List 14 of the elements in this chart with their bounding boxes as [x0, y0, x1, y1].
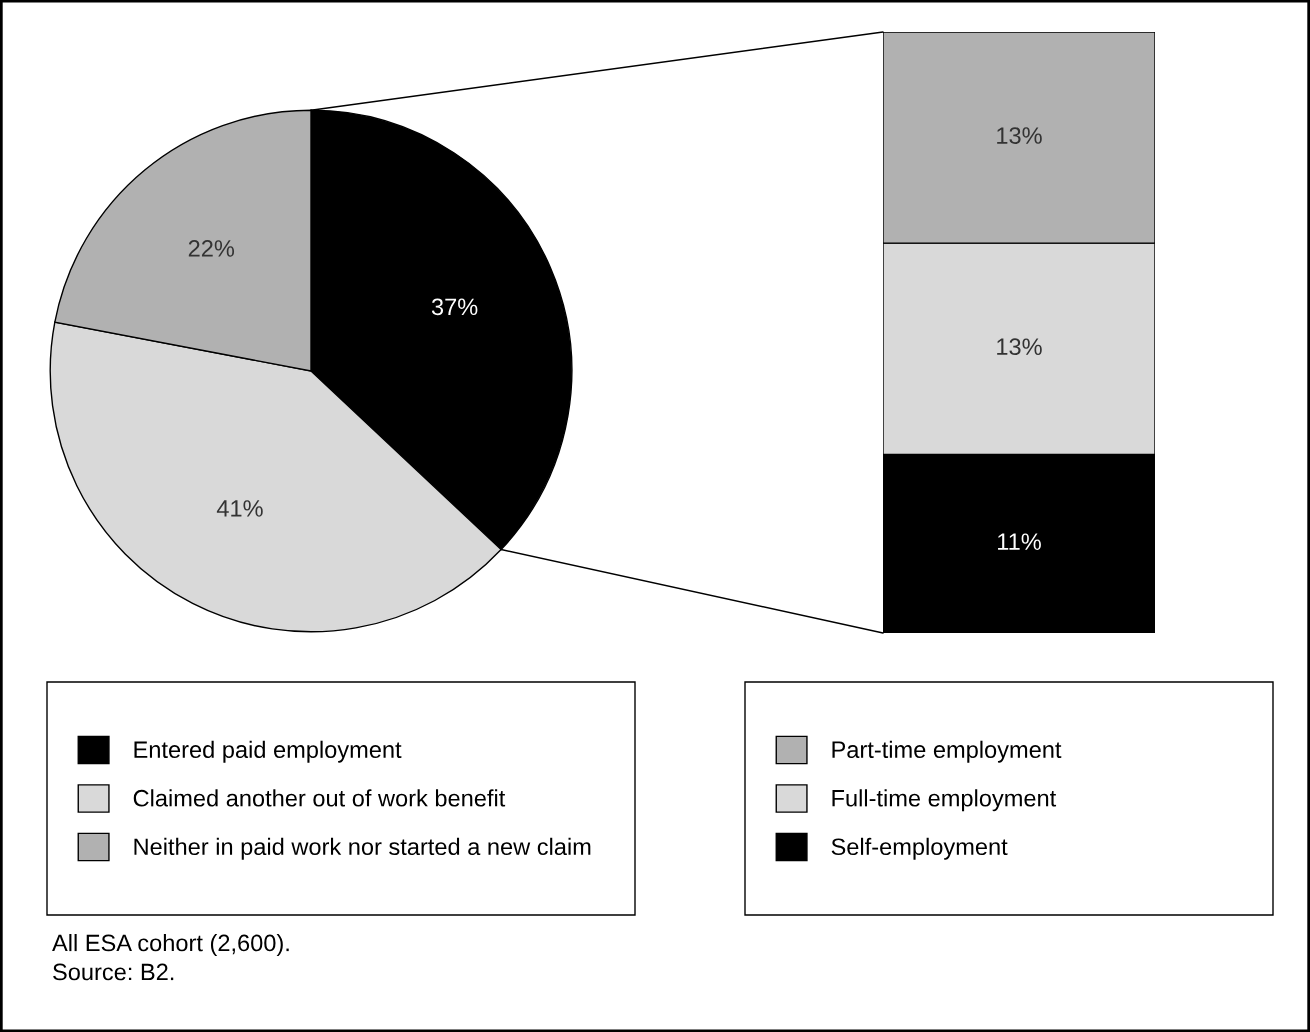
legend-label: Neither in paid work nor started a new claim [134, 837, 591, 860]
legend-label: Part-time employment [832, 740, 1062, 763]
data-label: 13% [997, 338, 1042, 356]
legend-label: Entered paid employment [134, 740, 402, 763]
legend-label: Full-time employment [832, 789, 1057, 812]
data-label: 13% [997, 127, 1042, 144]
legend-label: Claimed another out of work benefit [133, 789, 506, 807]
source-note: Source: B2. [53, 963, 174, 981]
data-label: 41% [216, 500, 263, 517]
data-label: 11% [998, 533, 1041, 550]
data-label: 37% [431, 298, 478, 316]
text: All ESA cohort (2,600). [52, 933, 289, 956]
legend-label: Self-employment [831, 837, 1008, 860]
data-label: 22% [188, 240, 235, 257]
